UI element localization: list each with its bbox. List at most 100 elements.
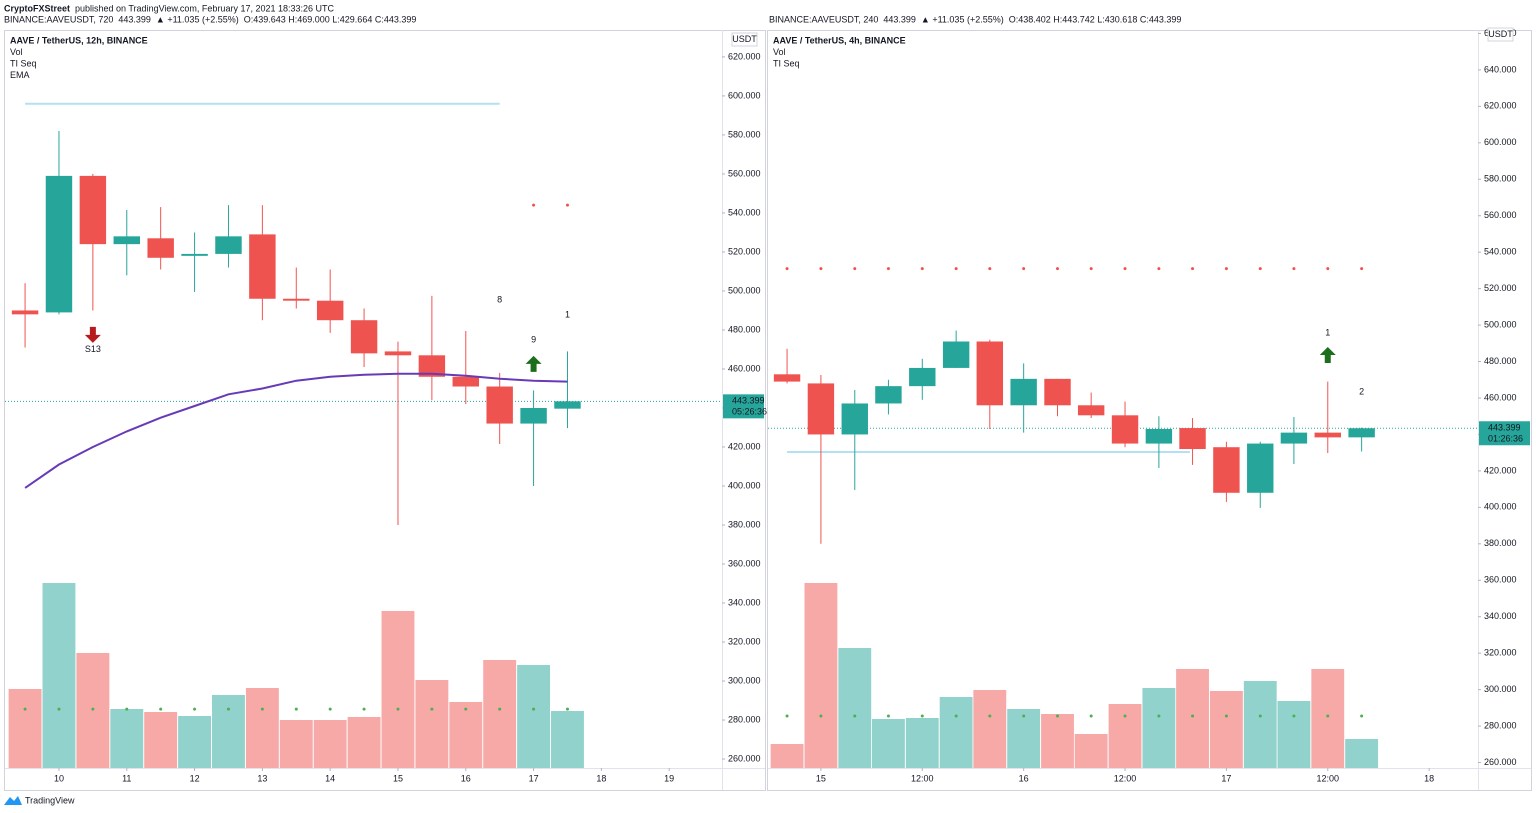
support-dot	[57, 707, 61, 711]
candle-body	[1314, 432, 1341, 438]
candle-body	[1213, 447, 1240, 493]
candle-body	[147, 238, 174, 258]
candle-body	[841, 403, 868, 435]
resistance-dot	[1022, 267, 1026, 271]
volume-bar	[551, 711, 584, 768]
y-tick-label: 340.000	[728, 597, 761, 607]
x-tick-label: 12	[190, 773, 200, 783]
volume-bar	[1243, 681, 1277, 768]
y-tick-label: 300.000	[1484, 684, 1517, 694]
y-tick-label: 540.000	[1484, 247, 1517, 257]
volume-bar	[973, 690, 1007, 768]
y-tick-label: 260.000	[728, 753, 761, 763]
candle-body	[249, 234, 276, 299]
y-tick-label: 480.000	[728, 324, 761, 334]
candle-body	[1348, 428, 1375, 438]
support-dot	[920, 714, 924, 718]
support-dot	[853, 714, 857, 718]
support-dot	[193, 707, 197, 711]
resistance-dot	[1326, 267, 1330, 271]
legend-entry: AAVE / TetherUS, 12h, BINANCE	[10, 35, 148, 45]
candle-body	[1111, 415, 1139, 444]
header-text: ▲ +11.035 (+2.55%)	[921, 14, 1004, 24]
resistance-dot	[1123, 267, 1127, 271]
volume-bar	[1311, 669, 1345, 768]
countdown-label: 01:26:36	[1488, 434, 1523, 444]
volume-bar	[1041, 714, 1074, 768]
volume-bar	[449, 702, 483, 768]
volume-bar	[871, 719, 905, 768]
y-tick-label: 500.000	[1484, 319, 1517, 329]
candle-body	[418, 355, 446, 377]
header-text: BINANCE:AAVEUSDT, 240	[769, 14, 878, 24]
resistance-dot	[954, 267, 958, 271]
support-dot	[1123, 714, 1127, 718]
candle-body	[942, 341, 970, 368]
footer-logo	[4, 796, 22, 805]
resistance-dot	[785, 267, 789, 271]
x-tick-label: 13	[257, 773, 267, 783]
x-tick-label: 12:00	[911, 773, 934, 783]
y-tick-label: 420.000	[1484, 465, 1517, 475]
currency-box	[1487, 27, 1514, 42]
legend-entry: TI Seq	[773, 58, 800, 68]
volume-bar	[1074, 734, 1108, 768]
y-tick-label: 620.000	[1484, 101, 1517, 111]
resistance-dot	[920, 267, 924, 271]
candle-body	[316, 300, 344, 321]
last-price-label: 443.399	[732, 396, 765, 406]
y-tick-label: 400.000	[728, 480, 761, 490]
logo-shape	[4, 796, 22, 805]
support-dot	[328, 707, 332, 711]
candle-body	[384, 351, 412, 356]
volume-bar	[381, 611, 415, 768]
x-tick-label: 10	[54, 773, 64, 783]
candle-body	[1179, 428, 1206, 450]
x-tick-label: 12:00	[1114, 773, 1137, 783]
support-dot	[819, 714, 823, 718]
td-arrow	[84, 326, 101, 343]
support-dot	[23, 707, 27, 711]
y-tick-label: 380.000	[1484, 538, 1517, 548]
x-tick-label: 18	[1424, 773, 1434, 783]
resistance-dot	[819, 267, 823, 271]
candle-body	[283, 298, 310, 301]
legend-entry: TI Seq	[10, 58, 37, 68]
resistance-dot	[1292, 267, 1296, 271]
y-tick-label: 560.000	[1484, 210, 1517, 220]
support-dot	[1326, 714, 1330, 718]
resistance-dot	[1089, 267, 1093, 271]
resistance-dot	[886, 267, 890, 271]
last-price-badge	[1479, 421, 1530, 446]
currency-label: USDT	[732, 34, 757, 44]
last-price-badge	[723, 394, 764, 419]
candle-body	[807, 383, 835, 435]
resistance-dot	[1056, 267, 1060, 271]
y-tick-label: 480.000	[1484, 356, 1517, 366]
y-tick-label: 460.000	[1484, 392, 1517, 402]
y-tick-label: 420.000	[728, 441, 761, 451]
td-arrow	[1319, 346, 1336, 363]
support-dot	[362, 707, 366, 711]
x-tick-label: 17	[1221, 773, 1231, 783]
x-tick-label: 16	[461, 773, 471, 783]
x-tick-label: 15	[816, 773, 826, 783]
resistance-dot	[1258, 267, 1262, 271]
resistance-dot	[988, 267, 992, 271]
y-tick-label: 580.000	[1484, 174, 1517, 184]
support-dot	[294, 707, 298, 711]
y-tick-label: 320.000	[728, 636, 761, 646]
volume-bar	[905, 718, 939, 768]
y-tick-label: 560.000	[728, 168, 761, 178]
x-tick-label: 11	[122, 773, 131, 783]
support-dot	[159, 707, 163, 711]
support-dot	[498, 707, 502, 711]
candle-body	[1280, 432, 1308, 444]
y-tick-label: 300.000	[728, 675, 761, 685]
legend-entry: EMA	[10, 70, 30, 80]
y-tick-label: 520.000	[1484, 283, 1517, 293]
support-dot	[988, 714, 992, 718]
support-dot	[1224, 714, 1228, 718]
